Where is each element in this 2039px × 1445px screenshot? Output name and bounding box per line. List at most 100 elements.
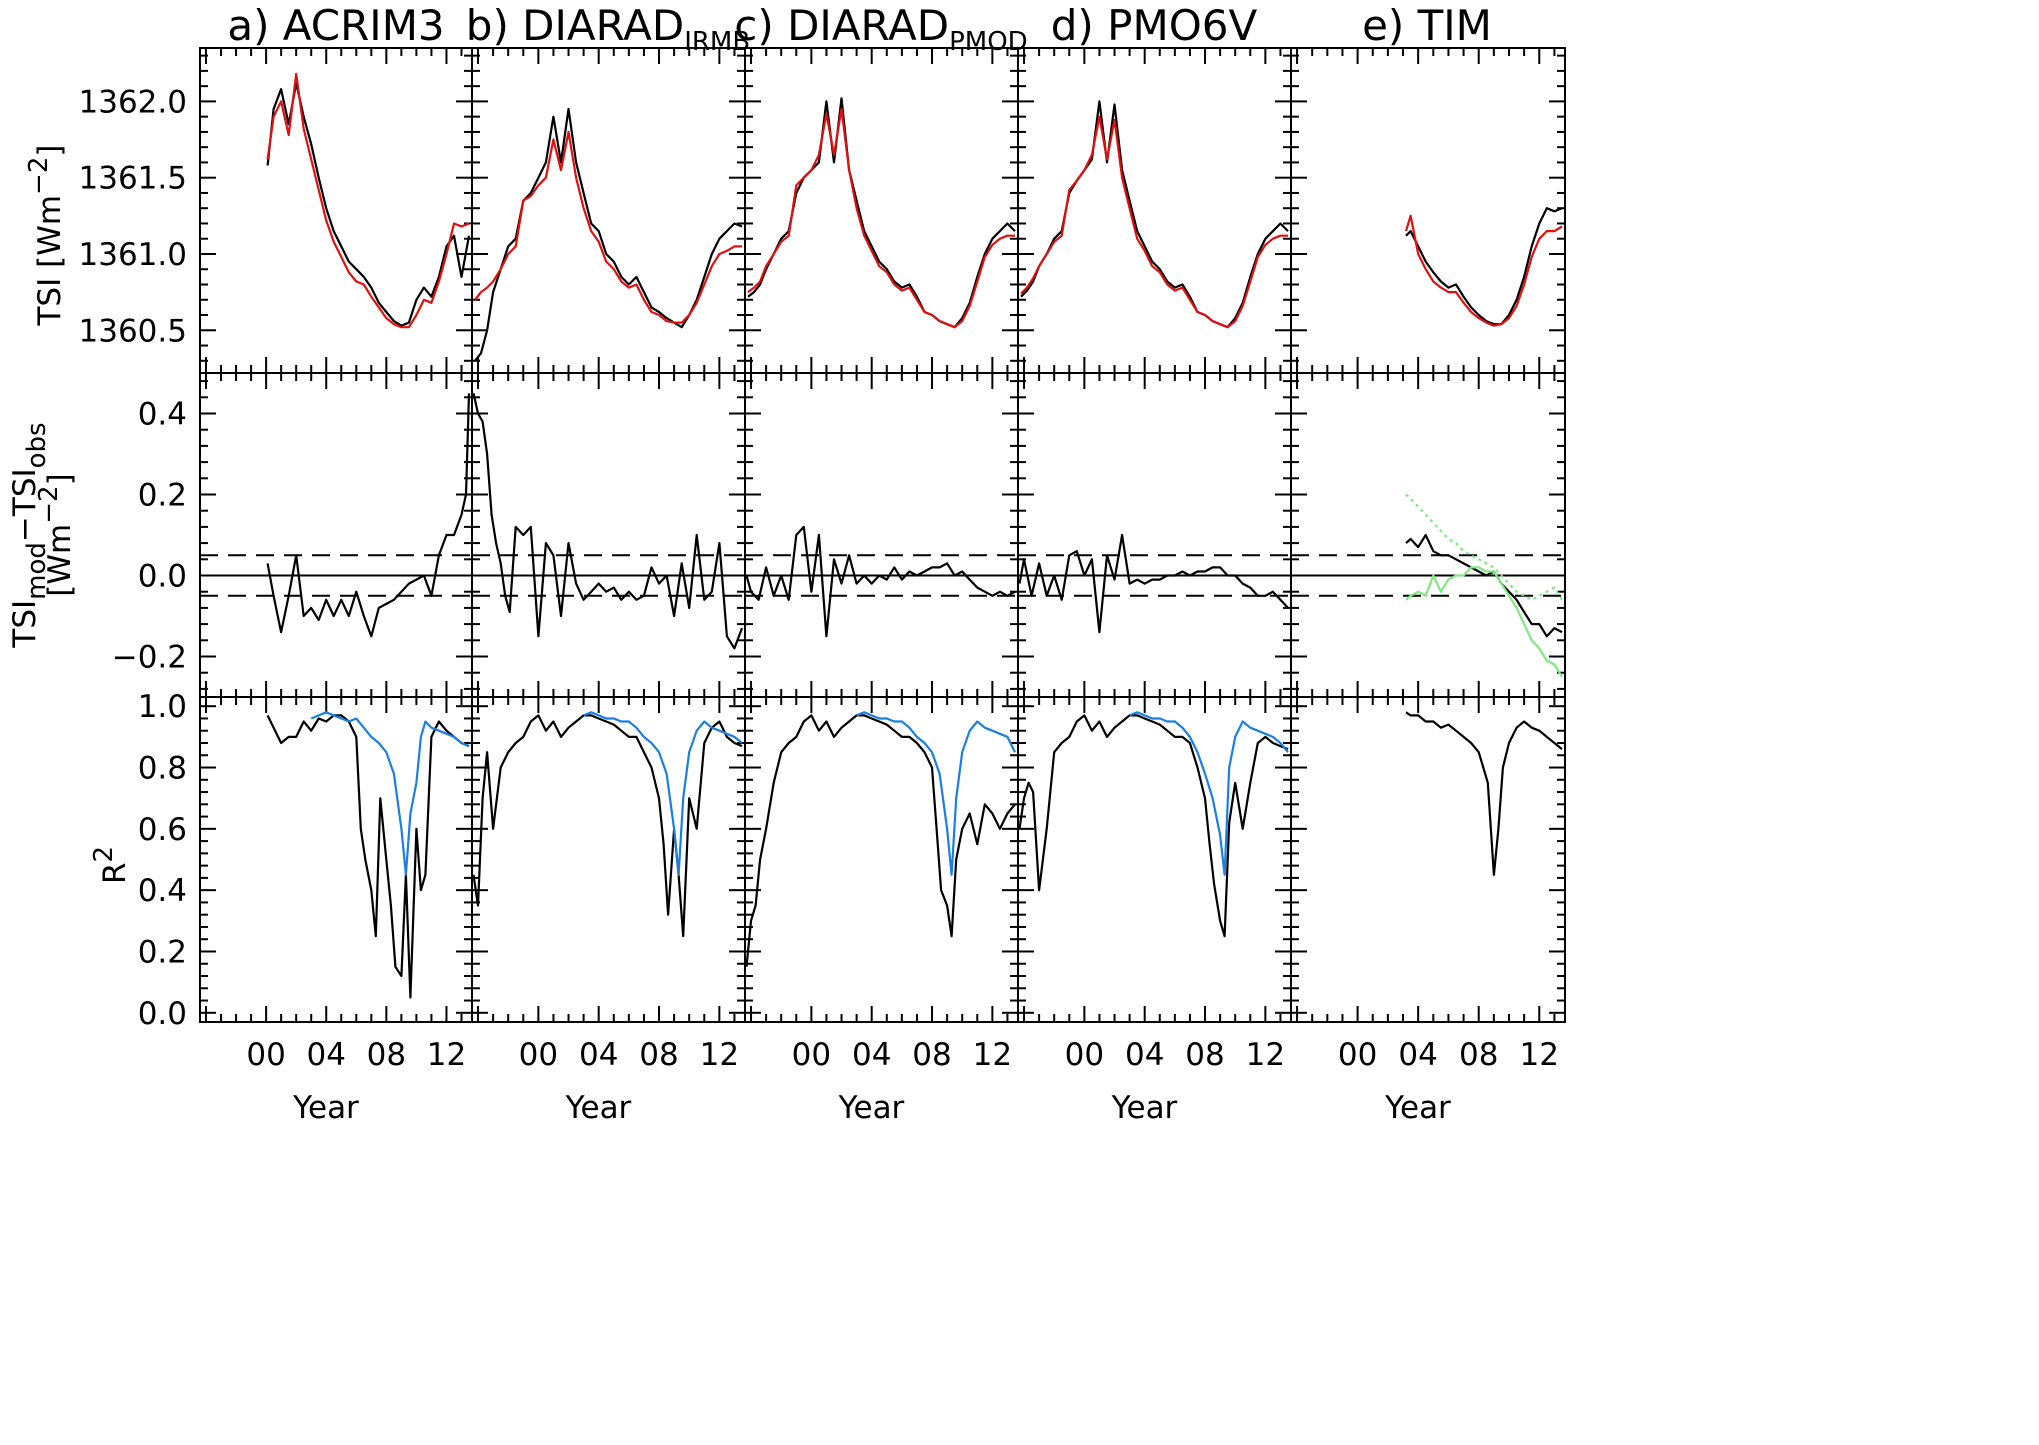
series-line-black [266,81,471,327]
series-line-black [745,714,1016,967]
series-line-red [1404,214,1563,327]
panel-a-diff [199,372,473,698]
x-tick-label: 04 [1125,1037,1164,1073]
ylabel-diff-line2: [Wm−2] [34,473,78,596]
series-line-blue [310,711,470,876]
series-line-black [472,714,743,938]
series-line-red [266,72,470,329]
x-tick-label: 00 [1065,1037,1104,1073]
column-title-d: d) PMO6V [1051,1,1258,50]
x-axis-label: Year [1111,1090,1178,1126]
panel-frame [744,47,1019,374]
y-tick-label: 0.8 [138,751,187,787]
panel-c-diff [744,372,1019,698]
ylabel-diff-line1: TSImod−TSIobs [7,422,52,648]
series-line-black [1018,533,1289,634]
series-line-black [1405,207,1563,326]
panel-frame [471,47,746,374]
panel-frame [1290,696,1566,1023]
series-line-green [1405,493,1563,601]
column-title-b: b) DIARADIRMB [466,1,750,57]
x-tick-label: 00 [1338,1037,1377,1073]
series-line-green [1405,566,1563,678]
x-axis-label: Year [565,1090,632,1126]
panel-e-tsi [1290,47,1566,374]
x-tick-label: 04 [307,1037,346,1073]
y-tick-label: 1361.5 [79,161,187,197]
y-tick-label: 1.0 [138,689,187,725]
panel-frame [744,372,1019,698]
x-tick-label: 08 [367,1037,406,1073]
y-tick-label: 0.0 [138,559,187,595]
y-tick-label: 0.4 [138,873,187,909]
x-tick-label: 08 [1185,1037,1224,1073]
series-line-black [1405,533,1563,638]
panel-frame [1290,372,1566,698]
series-line-black [266,393,471,638]
panel-e-diff [1290,372,1566,698]
panel-a-r2 [199,696,473,1023]
series-line-red [747,107,1015,329]
y-tick-label: 0.2 [138,478,187,514]
panel-b-diff [471,372,746,698]
panel-frame [1017,47,1292,374]
series-line-black [747,97,1016,329]
y-tick-label: 0.2 [138,934,187,970]
x-tick-label: 12 [1246,1037,1285,1073]
plot-grid: 1360.5 1361.0 1361.5 1362.0 −0.2 0.0 0.2 0.4 0.0… [79,47,1566,1032]
panel-a-tsi [199,47,473,374]
panel-b-tsi [471,47,746,374]
series-line-red [1020,115,1288,329]
panel-frame [199,47,473,374]
y-tick-label: 0.6 [138,812,187,848]
x-tick-label: 12 [427,1037,466,1073]
x-axis-label: Year [838,1090,905,1126]
panel-d-r2 [1017,696,1292,1023]
x-tick-label: 08 [639,1037,678,1073]
series-line-blue [856,711,1016,876]
x-axis-label: Year [292,1090,359,1126]
panel-frame [1290,47,1566,374]
series-line-blue [1129,711,1289,876]
x-tick-label: 08 [912,1037,951,1073]
panel-c-tsi [744,47,1019,374]
series-line-red [474,130,742,324]
y-tick-label: 1360.5 [79,313,187,349]
x-tick-label: 12 [973,1037,1012,1073]
panel-e-r2 [1290,696,1566,1023]
y-tick-label: 1362.0 [79,84,187,120]
x-tick-label: 08 [1459,1037,1498,1073]
panel-frame [471,372,746,698]
panel-c-r2 [744,696,1019,1023]
series-line-black [1020,100,1289,329]
x-tick-label: 04 [1398,1037,1437,1073]
series-line-black [1405,711,1563,876]
series-line-black [266,714,470,999]
series-line-black [1018,714,1289,938]
x-tick-label: 00 [519,1037,558,1073]
y-tick-label: 0.0 [138,996,187,1032]
panel-frame [1017,372,1292,698]
series-line-black [472,393,744,650]
x-tick-label: 12 [700,1037,739,1073]
column-title-e: e) TIM [1362,1,1492,50]
y-tick-label: −0.2 [112,640,187,676]
panel-d-diff [1017,372,1292,698]
x-tick-label: 00 [246,1037,285,1073]
ylabel-tsi: TSI [Wm−2] [24,145,68,327]
x-tick-label: 04 [579,1037,618,1073]
ylabel-r2: R2 [89,846,133,884]
panel-frame [199,372,473,698]
x-tick-label: 00 [792,1037,831,1073]
x-tick-label: 04 [852,1037,891,1073]
y-tick-label: 0.4 [138,397,187,433]
series-line-black [474,107,743,362]
panel-b-r2 [471,696,746,1023]
x-tick-label: 12 [1520,1037,1559,1073]
y-tick-label: 1361.0 [79,237,187,273]
row-y-labels: TSI [Wm−2] TSImod−TSIobs [Wm−2] R2 [7,145,133,885]
column-title-a: a) ACRIM3 [227,1,444,50]
